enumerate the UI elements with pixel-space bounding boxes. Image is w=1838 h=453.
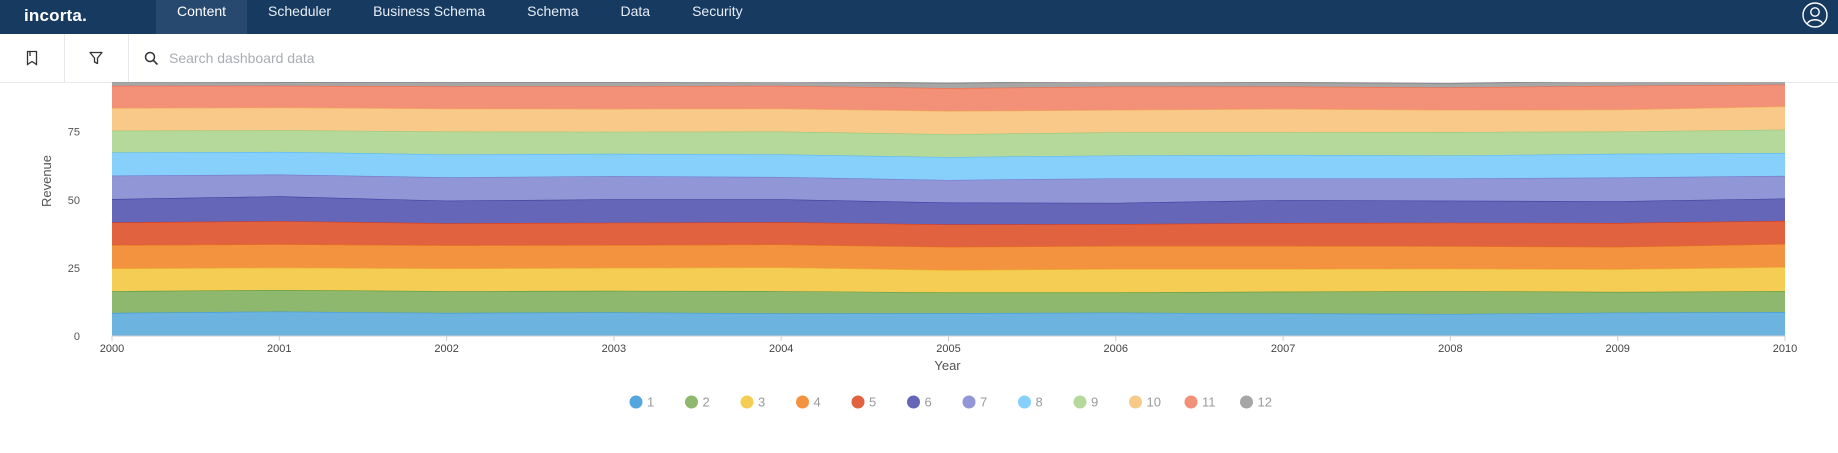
legend-label-10: 10 bbox=[1147, 395, 1161, 410]
y-tick-label: 0 bbox=[74, 331, 80, 343]
legend-marker-9 bbox=[1073, 395, 1087, 409]
x-tick-label: 2010 bbox=[1773, 343, 1797, 355]
legend-marker-6 bbox=[907, 395, 920, 409]
legend-label-12: 12 bbox=[1258, 395, 1272, 410]
area-series-5 bbox=[112, 220, 1785, 247]
axis-layer: 0 25 50 75 2000 2001 2002 2003 2004 2005 2006 2007 2… bbox=[39, 127, 1797, 373]
x-tick-label: 2005 bbox=[936, 343, 960, 355]
filter-button[interactable] bbox=[64, 34, 129, 82]
incorta-logo[interactable]: incorta. bbox=[24, 6, 88, 25]
area-series-4 bbox=[112, 243, 1785, 271]
bookmark-icon bbox=[26, 50, 38, 66]
x-tick-label: 2001 bbox=[267, 343, 291, 355]
dashboard-toolbar bbox=[0, 34, 1838, 83]
legend-marker-1 bbox=[629, 395, 643, 409]
legend-label-7: 7 bbox=[980, 395, 987, 410]
x-tick-label: 2009 bbox=[1605, 343, 1629, 355]
legend-label-3: 3 bbox=[758, 395, 765, 410]
area-series-6 bbox=[112, 196, 1785, 225]
nav-tab-schema[interactable]: Schema bbox=[527, 3, 579, 19]
legend-label-5: 5 bbox=[869, 395, 876, 410]
legend-marker-8 bbox=[1018, 395, 1031, 409]
line-series-12 bbox=[111, 79, 1786, 85]
nav-tab-business-schema[interactable]: Business Schema bbox=[373, 3, 486, 19]
x-tick-label: 2008 bbox=[1438, 343, 1462, 355]
area-series-8 bbox=[112, 151, 1785, 180]
legend-layer: 1 2 3 4 5 6 7 8 9 10 11 12 bbox=[629, 395, 1272, 410]
legend-label-6: 6 bbox=[925, 395, 932, 410]
legend-marker-12 bbox=[1240, 395, 1253, 409]
y-tick-label: 25 bbox=[68, 263, 80, 275]
legend-marker-2 bbox=[685, 395, 698, 409]
legend-label-9: 9 bbox=[1091, 395, 1098, 410]
x-tick-label: 2002 bbox=[434, 343, 458, 355]
legend-marker-7 bbox=[962, 395, 976, 409]
area-series-1 bbox=[112, 311, 1785, 336]
legend-marker-11 bbox=[1184, 395, 1198, 409]
filter-icon bbox=[89, 51, 103, 65]
search-input[interactable] bbox=[167, 49, 771, 67]
line-series-4 bbox=[111, 243, 1786, 248]
area-series-9 bbox=[112, 129, 1785, 158]
legend-label-1: 1 bbox=[647, 395, 654, 410]
y-axis-title: Revenue bbox=[39, 155, 54, 207]
search-bar bbox=[144, 48, 771, 68]
legend-marker-4 bbox=[796, 395, 809, 409]
search-icon bbox=[144, 51, 159, 65]
bookmark-button[interactable] bbox=[0, 34, 65, 82]
legend-label-2: 2 bbox=[703, 395, 710, 410]
main-nav: Content Scheduler Business Schema Schema… bbox=[156, 0, 764, 34]
x-axis-title: Year bbox=[934, 358, 961, 373]
x-tick-label: 2007 bbox=[1271, 343, 1295, 355]
area-series-2 bbox=[112, 289, 1785, 314]
legend-label-4: 4 bbox=[814, 395, 821, 410]
line-series-3 bbox=[111, 266, 1786, 271]
area-series-11 bbox=[112, 84, 1785, 112]
y-tick-label: 75 bbox=[68, 127, 80, 139]
nav-tab-security[interactable]: Security bbox=[692, 3, 743, 19]
legend-marker-10 bbox=[1129, 395, 1142, 409]
legend-marker-5 bbox=[851, 395, 865, 409]
user-profile-icon[interactable] bbox=[1802, 2, 1828, 28]
legend-label-8: 8 bbox=[1036, 395, 1043, 410]
legend-label-11: 11 bbox=[1202, 395, 1216, 410]
x-tick-label: 2003 bbox=[602, 343, 626, 355]
x-tick-label: 2004 bbox=[769, 343, 793, 355]
nav-tab-scheduler[interactable]: Scheduler bbox=[268, 3, 332, 19]
x-tick-label: 2006 bbox=[1104, 343, 1128, 355]
area-layer bbox=[111, 79, 1786, 336]
nav-tab-data[interactable]: Data bbox=[620, 3, 651, 19]
area-series-10 bbox=[112, 106, 1785, 135]
chart-container: 0 25 50 75 2000 2001 2002 2003 2004 2005 2006 2007 2… bbox=[0, 79, 1838, 448]
legend-marker-3 bbox=[740, 395, 754, 409]
area-series-3 bbox=[112, 267, 1785, 293]
area-series-7 bbox=[112, 174, 1785, 203]
x-tick-label: 2000 bbox=[100, 343, 124, 355]
top-navigation-bar: incorta. Content Scheduler Business Sche… bbox=[0, 0, 1838, 34]
y-tick-label: 50 bbox=[68, 195, 80, 207]
nav-tab-content[interactable]: Content bbox=[156, 0, 248, 34]
